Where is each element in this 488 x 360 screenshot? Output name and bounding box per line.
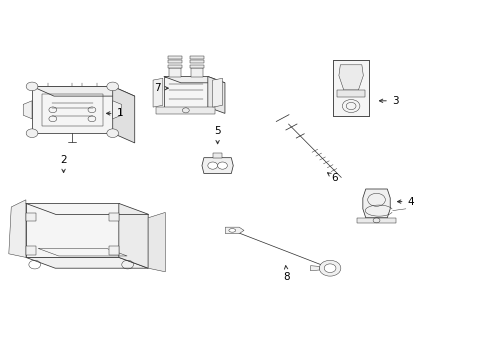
Bar	[212, 153, 222, 158]
Bar	[168, 65, 182, 68]
Bar	[109, 246, 119, 255]
Polygon shape	[32, 86, 134, 96]
Polygon shape	[362, 189, 389, 218]
Polygon shape	[156, 107, 215, 114]
Text: 4: 4	[397, 197, 413, 207]
Bar	[189, 60, 203, 63]
Polygon shape	[337, 90, 364, 97]
Polygon shape	[32, 86, 112, 133]
Bar	[109, 212, 119, 221]
Polygon shape	[225, 227, 244, 234]
Circle shape	[319, 260, 340, 276]
Polygon shape	[112, 86, 134, 143]
Bar	[189, 65, 203, 68]
Circle shape	[26, 129, 38, 138]
Text: 6: 6	[327, 173, 338, 183]
Bar	[168, 56, 182, 59]
Polygon shape	[119, 203, 148, 268]
Bar	[26, 246, 36, 255]
Polygon shape	[26, 257, 148, 268]
Bar	[189, 56, 203, 59]
Bar	[169, 68, 181, 77]
Circle shape	[26, 82, 38, 91]
Bar	[26, 212, 36, 221]
Ellipse shape	[228, 229, 235, 232]
Circle shape	[106, 82, 118, 91]
Polygon shape	[212, 78, 222, 107]
Polygon shape	[23, 101, 32, 119]
Polygon shape	[310, 266, 319, 271]
Bar	[332, 60, 368, 116]
Polygon shape	[338, 65, 363, 90]
Bar	[190, 68, 203, 77]
Circle shape	[217, 162, 227, 169]
Text: 7: 7	[154, 83, 168, 93]
Polygon shape	[153, 78, 163, 107]
Text: 3: 3	[379, 96, 398, 106]
Polygon shape	[9, 200, 26, 257]
Polygon shape	[207, 77, 224, 113]
Bar	[332, 60, 368, 116]
Polygon shape	[26, 203, 119, 257]
Text: 8: 8	[283, 266, 290, 282]
Bar	[168, 60, 182, 63]
Polygon shape	[202, 158, 233, 174]
Polygon shape	[112, 101, 121, 119]
Text: 5: 5	[214, 126, 221, 144]
Polygon shape	[148, 212, 165, 272]
Polygon shape	[163, 77, 207, 107]
Text: 2: 2	[60, 155, 67, 172]
Bar	[41, 94, 102, 126]
Polygon shape	[163, 77, 224, 83]
Circle shape	[207, 162, 217, 169]
Text: 1: 1	[106, 108, 123, 118]
Circle shape	[106, 129, 118, 138]
Polygon shape	[356, 218, 395, 223]
Circle shape	[324, 264, 335, 273]
